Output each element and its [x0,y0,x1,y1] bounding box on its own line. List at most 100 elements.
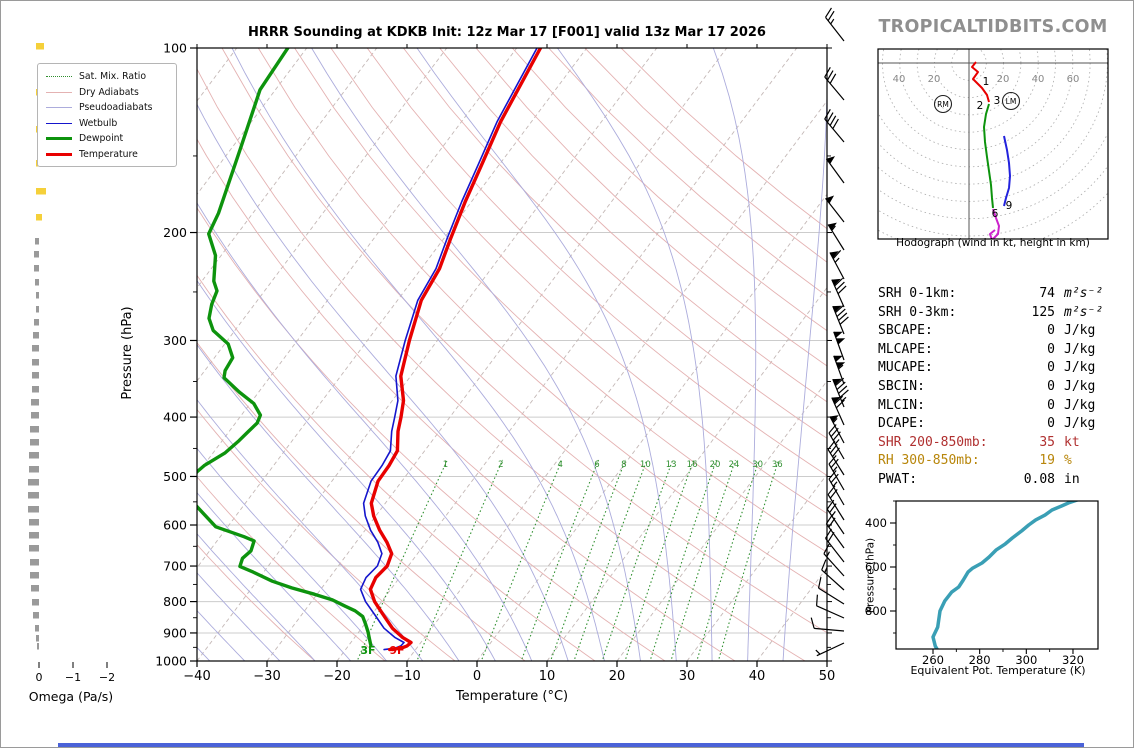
omega-bar-down [28,492,39,499]
mixing-ratio-label: 2 [498,460,503,470]
index-row: RH 300-850mb: 19% [878,452,1113,471]
temperature-tick-label: −10 [393,669,420,684]
omega-bar-up [36,188,46,195]
pressure-tick-label: 800 [163,594,187,609]
legend-item: Dry Adiabats [46,85,170,101]
mixing-ratio-label: 24 [729,460,740,470]
index-value: 35 [1039,434,1055,450]
index-row: SRH 0-1km: 74 m²s⁻² [878,285,1113,304]
index-unit: J/kg [1064,341,1096,357]
page-title: HRRR Sounding at KDKB Init: 12z Mar 17 [… [248,25,766,40]
wind-barb [831,395,845,426]
omega-bar-down [32,386,39,393]
height-label: 1 [983,76,990,88]
profile-curve [368,48,543,652]
hodograph-trace [1003,135,1011,207]
legend-item: Pseudoadiabats [46,100,170,116]
pressure-tick-label: 100 [163,41,187,56]
omega-bar-down [29,519,39,526]
index-unit: J/kg [1064,397,1096,413]
surface-temperature-tag: 9F [389,644,405,657]
omega-bar-down [32,345,39,352]
omega-bar-down [31,412,39,419]
omega-bar-up [36,214,42,221]
omega-bar-down [30,572,39,579]
ring-label: 40 [1032,74,1045,85]
mixing-ratio-label: 16 [687,460,698,470]
temperature-tick-label: 40 [749,669,766,684]
theta-e-axis-label: Equivalent Pot. Temperature (K) [910,664,1086,677]
index-label: SRH 0-3km: [878,304,957,320]
mixing-ratio-label: 36 [772,460,783,470]
index-label: SBCAPE: [878,323,933,339]
temperature-tick-label: 50 [819,669,836,684]
index-row: PWAT: 0.08 in [878,471,1113,490]
storm-motion-marker [933,94,953,114]
ring-label: 40 [893,74,906,85]
legend-label: Temperature [79,148,138,160]
mixing-ratio-label: 1 [443,460,448,470]
wind-barb [825,156,845,184]
ring-label: 20 [928,74,941,85]
wind-barb [823,543,845,577]
sw-dry-swatch [46,91,72,93]
index-value: 0 [1047,416,1055,432]
temperature-tick-label: −30 [253,669,280,684]
omega-bar-down [30,426,39,433]
legend-label: Pseudoadiabats [79,102,153,114]
omega-bar-down [35,279,39,286]
omega-bar-down [35,625,39,632]
ring-label: 20 [997,74,1010,85]
height-label: 2 [977,100,984,112]
index-unit: m²s⁻² [1064,286,1104,301]
wind-barb [827,485,845,521]
wind-barb [824,109,845,143]
pressure-tick-label: 500 [163,469,187,484]
index-label: RH 300-850mb: [878,453,980,469]
omega-bar-down [34,319,39,326]
omega-tick-label: −1 [65,671,81,684]
omega-bar-down [36,292,39,299]
pressure-tick-label: 400 [163,410,187,425]
surface-dewpoint-tag: 3F [360,644,376,657]
omega-bar-down [34,265,39,272]
ring-label: 60 [1067,74,1080,85]
index-label: MUCAPE: [878,360,933,376]
pressure-tick-label: 200 [163,225,187,240]
index-value: 0 [1047,378,1055,394]
index-row: SHR 200-850mb: 35 kt [878,434,1113,453]
wind-barb [829,250,845,280]
omega-bar-down [30,439,39,446]
legend-item: Dewpoint [46,131,170,147]
pressure-tick-label: 700 [163,559,187,574]
wind-barb [832,304,849,335]
wind-barb [825,195,845,223]
index-row: SBCAPE: 0 J/kg [878,322,1113,341]
pressure-tick-label: 1000 [155,654,187,669]
omega-bar-down [28,506,39,513]
wind-barb [833,331,846,361]
omega-bar-down [36,635,39,642]
wind-barb [815,642,845,657]
mixing-ratio-label: 10 [640,460,651,470]
omega-bar-down [29,545,39,552]
omega-panel: 0 −1 −2 [28,43,115,684]
omega-bar-down [29,466,39,473]
index-label: PWAT: [878,471,918,487]
index-unit: J/kg [1064,378,1096,394]
index-row: MUCAPE: 0 J/kg [878,359,1113,378]
storm-motion-marker [1001,91,1021,111]
temperature-tick-label: 30 [679,669,696,684]
omega-bar-down [33,332,39,339]
legend: Sat. Mix. Ratio Dry Adiabats Pseudoadiabat… [37,63,177,167]
wind-barb [821,559,845,591]
index-value: 125 [1031,304,1055,320]
index-unit: in [1064,471,1080,487]
index-value: 19 [1039,453,1055,469]
omega-bar-down [36,306,39,313]
omega-bar-up [36,43,44,50]
theta-e-pressure-label: Pressure (hPa) [864,537,877,614]
index-unit: kt [1064,434,1080,450]
wind-barb [825,528,845,563]
wind-barb [828,455,845,491]
